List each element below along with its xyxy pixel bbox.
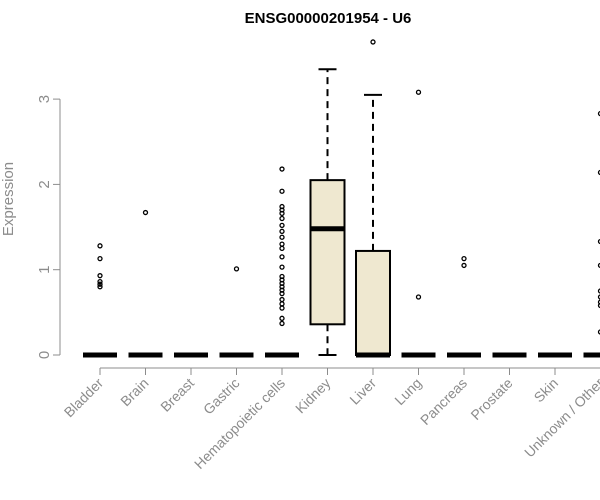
outlier-point	[415, 294, 422, 300]
x-tick-label: Bladder	[61, 375, 107, 421]
outlier-point	[279, 166, 285, 172]
outlier-point	[279, 234, 285, 240]
outlier-point	[279, 264, 285, 270]
y-tick-label: 3	[36, 95, 53, 103]
outlier-point	[97, 278, 103, 285]
outlier-point	[370, 39, 376, 45]
outlier-point	[597, 302, 600, 309]
outlier-point	[233, 266, 240, 272]
outlier-point	[597, 169, 600, 176]
x-tick-label: Prostate	[467, 375, 515, 423]
x-tick-label: Lung	[391, 375, 424, 408]
outlier-point	[97, 273, 103, 279]
box-brain	[128, 209, 163, 358]
outlier-point	[597, 288, 600, 294]
box-lung	[401, 89, 436, 358]
box-hematopoietic-cells	[265, 166, 299, 358]
y-tick-label: 1	[36, 266, 53, 274]
outlier-point	[97, 243, 103, 249]
outlier-point	[97, 255, 103, 262]
x-tick-label: Liver	[346, 375, 379, 408]
x-tick-label: Skin	[531, 375, 562, 406]
x-tick-label: Unknown / Other	[521, 375, 600, 461]
outlier-point	[97, 281, 103, 287]
x-tick-label: Kidney	[292, 375, 334, 417]
outlier-point	[597, 294, 600, 300]
outlier-point	[597, 110, 600, 117]
outlier-point	[97, 284, 103, 290]
chart-title: ENSG00000201954 - U6	[245, 10, 412, 27]
box-group	[83, 39, 600, 358]
x-tick-label: Breast	[157, 375, 197, 415]
y-axis: 0 1 2 3	[36, 95, 61, 359]
box-gastric	[219, 266, 254, 358]
outlier-point	[279, 245, 285, 252]
x-tick-label: Hematopoietic cells	[191, 375, 288, 472]
box-body	[309, 179, 346, 326]
outlier-point	[597, 262, 600, 269]
x-tick-label: Brain	[117, 375, 151, 409]
outlier-point	[597, 299, 600, 305]
box-bladder	[83, 243, 117, 358]
outlier-point	[279, 188, 285, 194]
outlier-point	[279, 254, 285, 260]
outlier-point	[279, 305, 285, 311]
outlier-point	[279, 241, 285, 247]
y-tick-label: 0	[36, 351, 53, 359]
outlier-point	[461, 262, 467, 269]
outlier-point	[142, 209, 149, 216]
outlier-point	[279, 296, 285, 303]
outlier-point	[279, 320, 285, 327]
y-axis-label: Expression	[0, 162, 17, 236]
outlier-point	[415, 89, 422, 95]
outlier-point	[279, 222, 285, 228]
box-kidney	[309, 68, 346, 356]
outlier-point	[461, 255, 467, 262]
y-tick-label: 2	[36, 180, 53, 188]
outlier-point	[279, 273, 285, 280]
x-tick-label: Pancreas	[417, 375, 470, 428]
x-tick-label: Gastric	[200, 375, 243, 418]
outlier-point	[279, 301, 285, 307]
box-liver	[355, 39, 391, 358]
outlier-point	[279, 228, 285, 234]
outlier-point	[279, 315, 285, 321]
outlier-point	[279, 215, 285, 222]
box-body	[355, 249, 391, 357]
box-pancreas	[447, 255, 481, 358]
outlier-point	[279, 203, 285, 210]
outlier-point	[597, 329, 600, 335]
outlier-point	[597, 238, 600, 245]
box-unknown-other	[583, 110, 600, 358]
